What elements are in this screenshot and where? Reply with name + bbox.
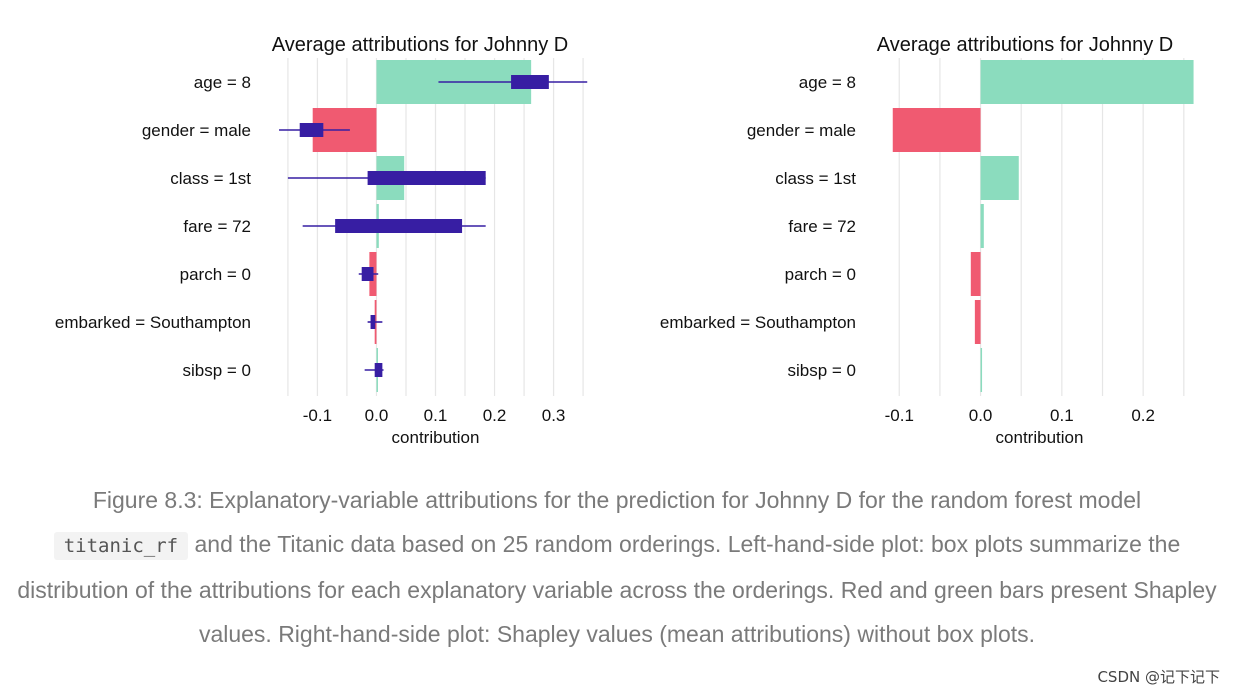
chart-title: Average attributions for Johnny D	[272, 34, 568, 56]
category-label-7: sibsp = 0	[182, 361, 251, 380]
boxplot-box-3	[367, 171, 486, 185]
category-label-1: age = 8	[799, 73, 856, 92]
x-tick-label: 0.0	[969, 406, 993, 425]
category-label-5: parch = 0	[785, 265, 856, 284]
x-axis-title: contribution	[392, 428, 480, 447]
category-label-3: class = 1st	[170, 169, 251, 188]
bar-5	[970, 252, 981, 296]
boxplot-box-1	[511, 75, 549, 89]
category-label-7: sibsp = 0	[787, 361, 856, 380]
category-label-2: gender = male	[142, 121, 251, 140]
caption-rest: titanic_rf and the Titanic data based on…	[0, 522, 1234, 656]
x-axis-title: contribution	[996, 428, 1084, 447]
bar-1	[980, 60, 1194, 104]
category-label-1: age = 8	[194, 73, 251, 92]
category-label-6: embarked = Southampton	[660, 313, 856, 332]
category-label-4: fare = 72	[788, 217, 856, 236]
category-label-6: embarked = Southampton	[55, 313, 251, 332]
bar-2	[892, 108, 981, 152]
category-label-3: class = 1st	[775, 169, 856, 188]
caption-line-1: Figure 8.3: Explanatory-variable attribu…	[92, 487, 1142, 513]
x-tick-label: -0.1	[303, 406, 332, 425]
x-tick-label: 0.1	[1050, 406, 1074, 425]
bar-3	[980, 156, 1019, 200]
chart-title: Average attributions for Johnny D	[877, 34, 1173, 56]
caption-code: titanic_rf	[53, 532, 189, 560]
x-tick-label: 0.2	[483, 406, 507, 425]
x-tick-label: 0.2	[1131, 406, 1155, 425]
category-label-5: parch = 0	[180, 265, 251, 284]
bar-4	[980, 204, 984, 248]
x-tick-label: -0.1	[885, 406, 914, 425]
figure-caption: Figure 8.3: Explanatory-variable attribu…	[0, 478, 1234, 656]
boxplot-box-5	[361, 267, 374, 281]
boxplot-box-2	[299, 123, 324, 137]
x-tick-label: 0.0	[365, 406, 389, 425]
bar-6	[974, 300, 981, 344]
charts-area: age = 8 gender = male class = 1st fare = 72…	[55, 34, 1194, 447]
x-tick-label: 0.1	[424, 406, 448, 425]
watermark: CSDN @记下记下	[1097, 668, 1220, 686]
category-label-2: gender = male	[747, 121, 856, 140]
bar-7	[980, 348, 983, 392]
boxplot-box-4	[335, 219, 463, 233]
x-tick-label: 0.3	[542, 406, 566, 425]
boxplot-box-6	[370, 315, 376, 329]
category-label-4: fare = 72	[183, 217, 251, 236]
caption-text: and the Titanic data based on 25 random …	[17, 531, 1217, 647]
boxplot-box-7	[374, 363, 383, 377]
